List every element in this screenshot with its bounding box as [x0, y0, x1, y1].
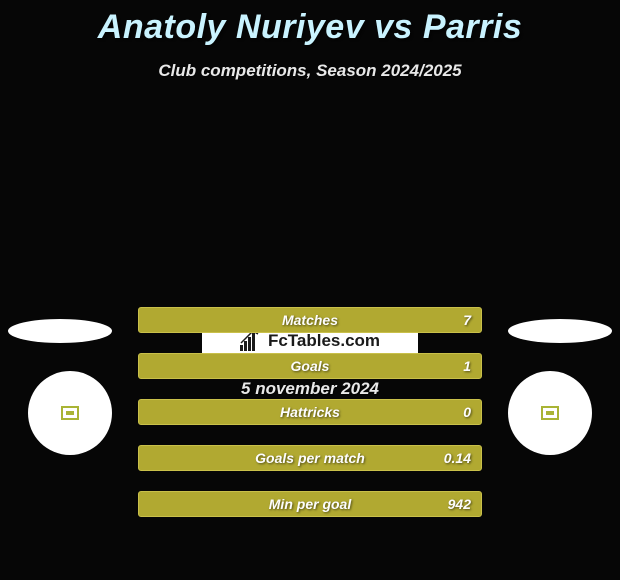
- stat-bar-goals-per-match: Goals per match 0.14: [138, 445, 482, 471]
- player-left-avatar: [28, 371, 112, 455]
- stat-label: Goals per match: [255, 450, 365, 466]
- comparison-content: Matches 7 Goals 1 Hattricks 0 Goals per …: [0, 319, 620, 399]
- stat-value: 0.14: [444, 450, 471, 466]
- player-right-ellipse: [508, 319, 612, 343]
- stat-label: Matches: [282, 312, 338, 328]
- placeholder-image-icon: [61, 406, 79, 420]
- stat-label: Hattricks: [280, 404, 340, 420]
- player-right-avatar: [508, 371, 592, 455]
- stat-bar-goals: Goals 1: [138, 353, 482, 379]
- page-subtitle: Club competitions, Season 2024/2025: [0, 61, 620, 81]
- stat-value: 1: [463, 358, 471, 374]
- stat-bars: Matches 7 Goals 1 Hattricks 0 Goals per …: [138, 307, 482, 537]
- stat-bar-min-per-goal: Min per goal 942: [138, 491, 482, 517]
- stat-value: 7: [463, 312, 471, 328]
- player-left-ellipse: [8, 319, 112, 343]
- placeholder-image-icon: [541, 406, 559, 420]
- stat-label: Goals: [291, 358, 330, 374]
- stat-label: Min per goal: [269, 496, 351, 512]
- stat-value: 942: [448, 496, 471, 512]
- stat-bar-matches: Matches 7: [138, 307, 482, 333]
- page-title: Anatoly Nuriyev vs Parris: [0, 0, 620, 47]
- stat-bar-hattricks: Hattricks 0: [138, 399, 482, 425]
- stat-value: 0: [463, 404, 471, 420]
